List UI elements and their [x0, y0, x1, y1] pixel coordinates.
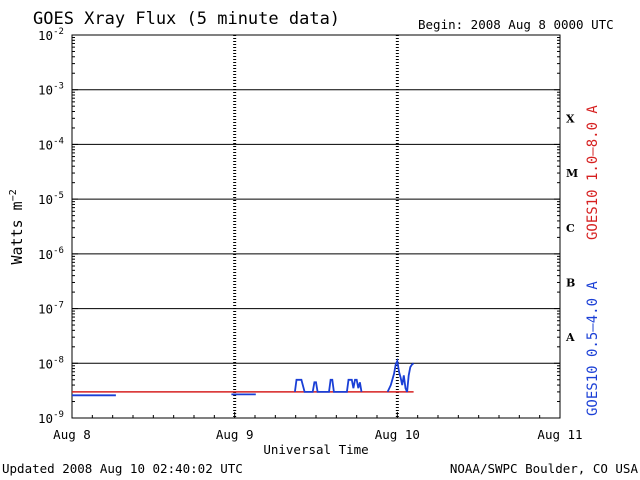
flare-class-a: A — [565, 331, 575, 344]
y-tick-label: 10-9 — [38, 410, 64, 426]
y-tick-label: 10-3 — [38, 82, 64, 98]
y-tick-label: 10-2 — [38, 27, 64, 43]
series-line-1 — [294, 378, 363, 393]
x-axis-label: Universal Time — [263, 442, 368, 457]
x-axis-ticks: Aug 8 Aug 9 Aug 10 Aug 11 — [53, 412, 583, 442]
legend-goes10-short: GOES10 0.5–4.0 A — [585, 281, 601, 416]
x-tick-label: Aug 10 — [375, 427, 420, 442]
y-axis-ticks: 10-9 10-8 10-7 10-6 10-5 10-4 10-3 10-2 — [38, 27, 560, 426]
y-tick-label: 10-5 — [38, 191, 64, 207]
y-tick-label: 10-7 — [38, 301, 64, 317]
x-tick-label: Aug 9 — [216, 427, 254, 442]
x-tick-label: Aug 8 — [53, 427, 91, 442]
flare-class-b: B — [566, 276, 575, 289]
x-tick-label: Aug 11 — [537, 427, 582, 442]
y-tick-label: 10-4 — [38, 136, 64, 152]
updated-timestamp: Updated 2008 Aug 10 02:40:02 UTC — [2, 461, 243, 476]
flare-class-m: M — [566, 167, 578, 180]
begin-time-label: Begin: 2008 Aug 8 0000 UTC — [418, 17, 614, 32]
y-tick-label: 10-8 — [38, 355, 64, 371]
grid — [72, 89, 560, 364]
data-source: NOAA/SWPC Boulder, CO USA — [450, 461, 639, 476]
plot-frame — [71, 34, 561, 419]
flare-class-x: X — [566, 112, 575, 125]
series-line-2 — [386, 357, 415, 393]
y-tick-label: 10-6 — [38, 246, 64, 262]
y-axis-label: Watts m−2 — [8, 189, 26, 264]
flare-class-labels: X M C B A — [565, 112, 578, 344]
series-group — [72, 357, 415, 397]
legend-goes10-long: GOES10 1.0–8.0 A — [585, 105, 601, 240]
day-dividers — [233, 35, 399, 418]
flare-class-c: C — [566, 222, 575, 235]
chart-title: GOES Xray Flux (5 minute data) — [33, 9, 340, 29]
